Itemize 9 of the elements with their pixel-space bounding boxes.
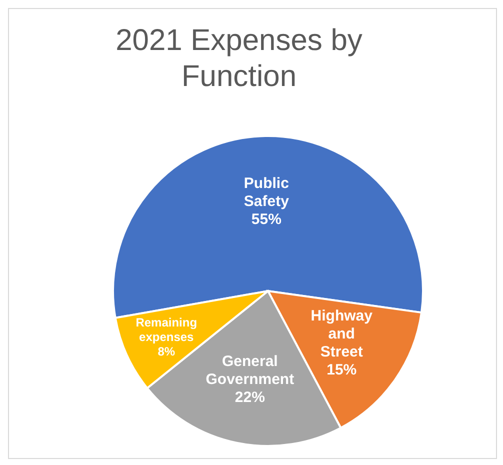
chart-title: 2021 Expenses by Function [114,23,364,95]
slice-label: Highway and Street [310,307,374,360]
data-label: 55% [251,210,282,228]
slice-label: Remaining expenses [136,316,198,344]
data-label: 15% [326,361,357,378]
data-label: 22% [234,388,265,406]
data-label: 8% [158,344,176,358]
slice-label: General Government [206,352,294,388]
slice-label: Public Safety [244,174,290,210]
